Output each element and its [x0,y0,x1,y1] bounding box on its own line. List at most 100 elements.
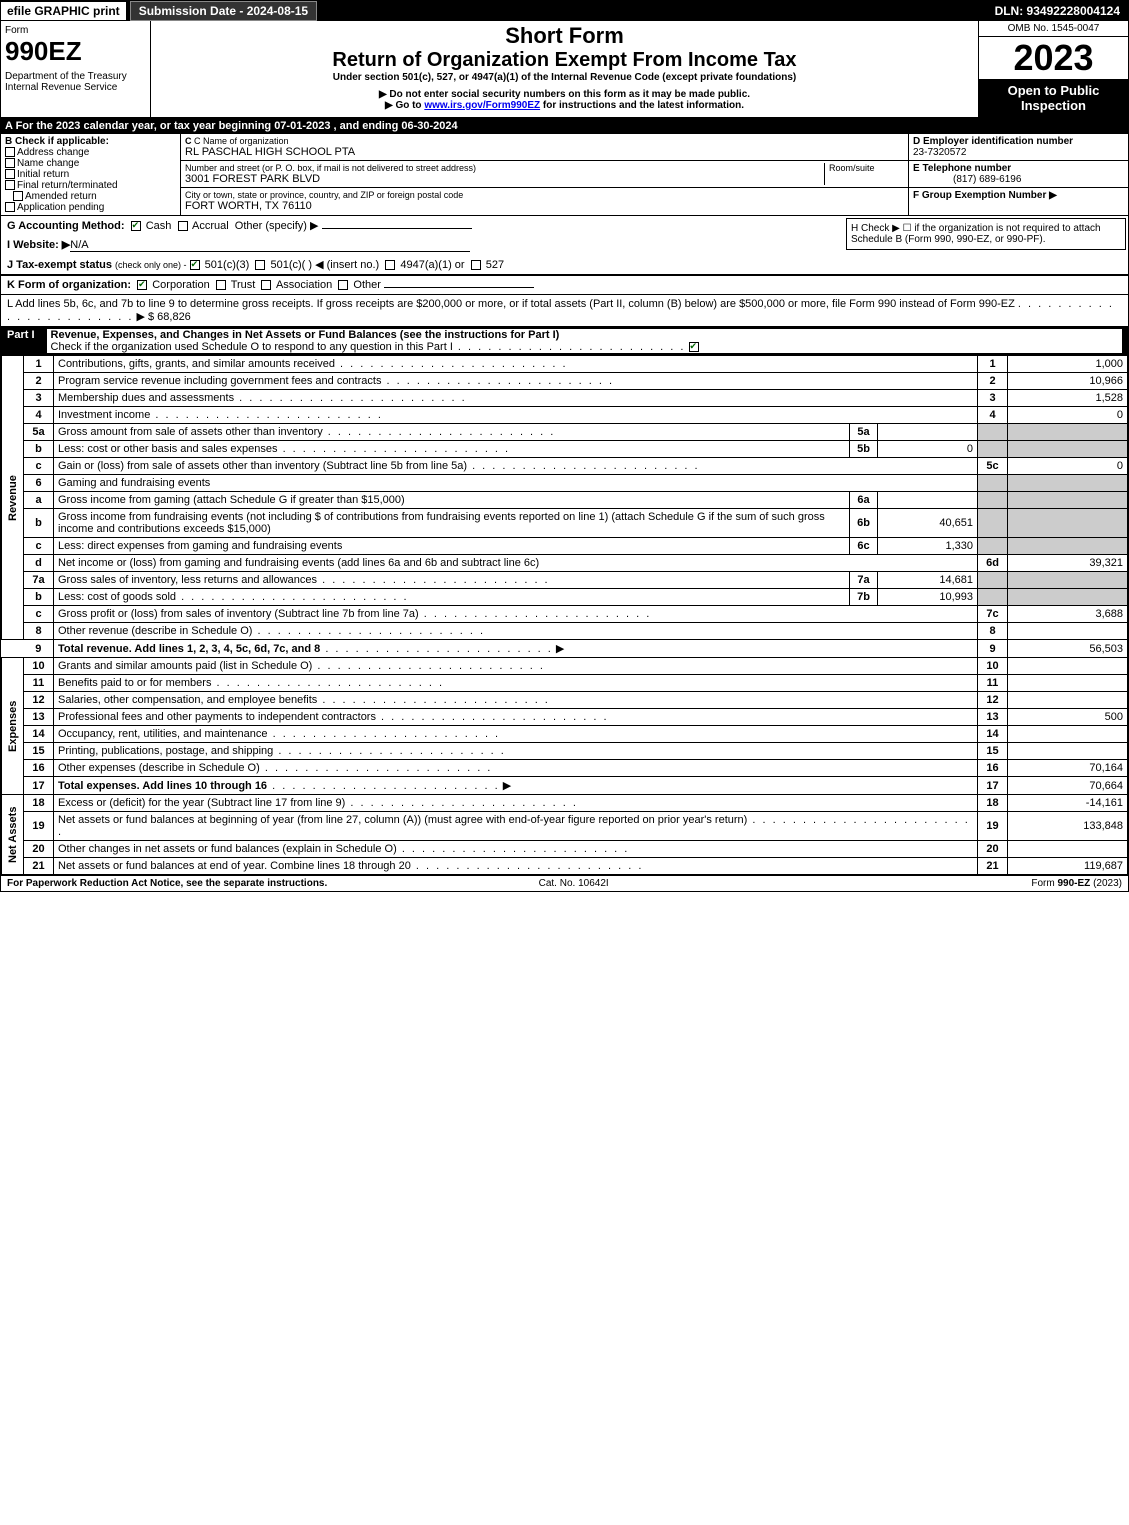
dots-icon [317,694,550,706]
city-value: FORT WORTH, TX 76110 [185,200,904,212]
other-specify-input[interactable] [322,228,472,229]
line-value: 119,687 [1008,858,1128,875]
accrual-checkbox[interactable] [178,221,188,231]
line-value: 500 [1008,709,1128,726]
line-rno: 15 [978,743,1008,760]
table-row: dNet income or (loss) from gaming and fu… [2,555,1128,572]
submission-date: Submission Date - 2024-08-15 [130,1,317,21]
association-label: Association [276,279,332,291]
grey-cell [1008,424,1128,441]
col-c-org-info: C C Name of organization RL PASCHAL HIGH… [181,134,908,215]
corporation-checkbox[interactable] [137,280,147,290]
527-checkbox[interactable] [471,260,481,270]
initial-return-checkbox[interactable] [5,169,15,179]
dots-icon [260,762,493,774]
sub3-pre: ▶ Go to [385,100,424,111]
address-value: 3001 FOREST PARK BLVD [185,173,824,185]
short-form-title: Short Form [155,23,974,49]
line-desc: Gaming and fundraising events [54,475,978,492]
table-row: 2Program service revenue including gover… [2,373,1128,390]
part-1-table: Revenue 1Contributions, gifts, grants, a… [1,355,1128,875]
subtitle-3: ▶ Go to www.irs.gov/Form990EZ for instru… [155,100,974,111]
omb-number: OMB No. 1545-0047 [979,21,1128,37]
line-desc: Net assets or fund balances at end of ye… [58,860,411,872]
line-no: 12 [24,692,54,709]
4947a1-checkbox[interactable] [385,260,395,270]
line-no: b [24,441,54,458]
table-row: 13Professional fees and other payments t… [2,709,1128,726]
line-desc: Gross sales of inventory, less returns a… [58,574,317,586]
cash-checkbox[interactable] [131,221,141,231]
line-rno: 20 [978,841,1008,858]
line-value: 10,966 [1008,373,1128,390]
other-org-checkbox[interactable] [338,280,348,290]
address-change-label: Address change [17,147,89,158]
other-specify-label: Other (specify) ▶ [235,220,319,232]
final-return-checkbox[interactable] [5,180,15,190]
line-no: 2 [24,373,54,390]
line-desc: Other expenses (describe in Schedule O) [58,762,260,774]
tax-exempt-label: J Tax-exempt status [7,259,112,271]
line-desc: Less: cost or other basis and sales expe… [58,443,278,455]
trust-checkbox[interactable] [216,280,226,290]
line-desc: Contributions, gifts, grants, and simila… [58,358,335,370]
table-row: Expenses 10Grants and similar amounts pa… [2,658,1128,675]
table-row: Net Assets 18Excess or (deficit) for the… [2,795,1128,812]
dln-label: DLN: 93492228004124 [987,2,1128,20]
schedule-o-checkbox[interactable] [689,342,699,352]
header-middle: Short Form Return of Organization Exempt… [151,21,978,117]
subline-value: 1,330 [878,538,978,555]
dots-icon [252,625,485,637]
line-no: b [24,509,54,538]
other-org-input[interactable] [384,287,534,288]
website-label: I Website: ▶ [7,239,70,251]
amended-return-checkbox[interactable] [13,191,23,201]
dots-icon [335,358,568,370]
table-row: 7aGross sales of inventory, less returns… [2,572,1128,589]
line-rno: 12 [978,692,1008,709]
grey-cell [1008,589,1128,606]
line-value [1008,841,1128,858]
dots-icon [323,426,556,438]
grey-cell [1008,572,1128,589]
footer-right: Form 990-EZ (2023) [1031,878,1122,889]
dots-icon [467,460,700,472]
line-value: 39,321 [1008,555,1128,572]
line-value [1008,675,1128,692]
table-row: Revenue 1Contributions, gifts, grants, a… [2,356,1128,373]
application-pending-checkbox[interactable] [5,202,15,212]
line-desc: Gross income from fundraising events (no… [58,511,825,535]
527-label: 527 [486,259,504,271]
line-rno: 13 [978,709,1008,726]
subline-value [878,492,978,509]
col-b-header: B Check if applicable: [5,136,109,147]
line-value [1008,623,1128,640]
line-desc: Excess or (deficit) for the year (Subtra… [58,797,345,809]
efile-label[interactable]: efile GRAPHIC print [1,2,126,20]
irs-link[interactable]: www.irs.gov/Form990EZ [424,100,540,111]
address-change-checkbox[interactable] [5,147,15,157]
table-row: b Less: cost or other basis and sales exp… [2,441,1128,458]
table-row: 19Net assets or fund balances at beginni… [2,812,1128,841]
final-return-label: Final return/terminated [17,180,118,191]
501c-checkbox[interactable] [255,260,265,270]
line-no: 20 [24,841,54,858]
line-rno: 2 [978,373,1008,390]
501c3-checkbox[interactable] [190,260,200,270]
line-rno: 19 [978,812,1008,841]
line-desc: Other revenue (describe in Schedule O) [58,625,252,637]
association-checkbox[interactable] [261,280,271,290]
accounting-method-label: G Accounting Method: [7,220,125,232]
table-row: 4Investment income40 [2,407,1128,424]
netassets-vlabel: Net Assets [2,795,24,875]
grey-cell [978,589,1008,606]
org-name-cell: C C Name of organization RL PASCHAL HIGH… [181,134,908,161]
name-change-checkbox[interactable] [5,158,15,168]
line-desc: Net income or (loss) from gaming and fun… [58,557,539,569]
line-no: c [24,538,54,555]
part-1-title: Revenue, Expenses, and Changes in Net As… [51,329,560,341]
line-value: 1,000 [1008,356,1128,373]
col-d-e-f: D Employer identification number 23-7320… [908,134,1128,215]
subtitle-1: Under section 501(c), 527, or 4947(a)(1)… [155,72,974,83]
application-pending-label: Application pending [17,202,104,213]
